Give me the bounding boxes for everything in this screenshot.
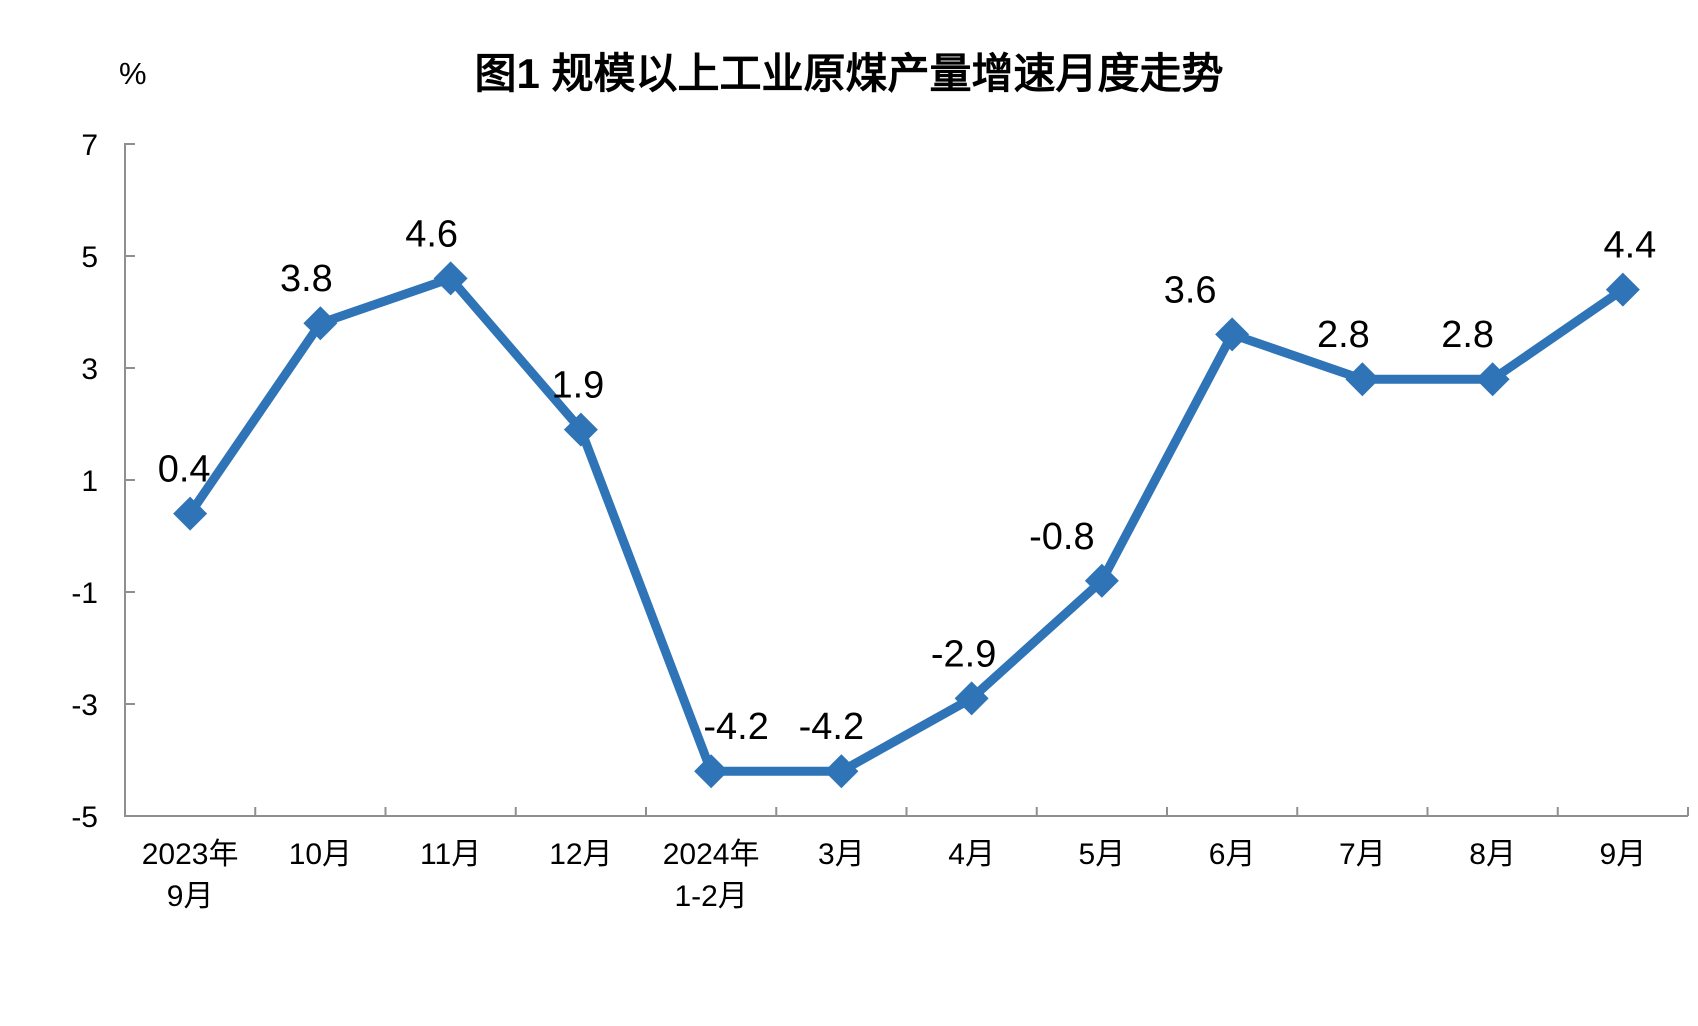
data-point-label: -0.8 <box>1029 516 1094 558</box>
data-point-marker <box>694 754 729 789</box>
y-tick-label: -3 <box>71 689 98 722</box>
data-point-marker <box>173 496 208 531</box>
data-point-label: 3.8 <box>280 258 333 300</box>
data-point-label: 1.9 <box>551 365 604 407</box>
x-tick-label: 2023年 <box>142 838 239 871</box>
x-tick-label: 5月 <box>1079 838 1126 871</box>
data-point-marker <box>1345 362 1380 397</box>
x-tick-label: 3月 <box>818 838 865 871</box>
y-tick-label: 3 <box>81 353 98 386</box>
x-tick-label: 2024年 <box>663 838 760 871</box>
data-point-marker <box>1084 563 1119 598</box>
data-point-label: 4.4 <box>1603 225 1656 267</box>
x-tick-label: 9月 <box>1600 838 1647 871</box>
data-point-marker <box>1605 272 1640 307</box>
x-tick-label: 1-2月 <box>674 880 747 913</box>
data-line <box>185 273 1628 776</box>
x-tick-label: 11月 <box>420 838 481 871</box>
data-point-marker <box>1215 317 1250 352</box>
data-point-marker <box>563 412 598 447</box>
x-tick-label: 10月 <box>289 838 352 871</box>
x-tick-label: 7月 <box>1339 838 1386 871</box>
x-tick-label: 4月 <box>948 838 995 871</box>
data-point-label: 2.8 <box>1317 314 1370 356</box>
data-point-label: -4.2 <box>799 706 864 748</box>
x-tick-label: 12月 <box>549 838 612 871</box>
data-point-marker <box>303 306 338 341</box>
y-tick-label: 5 <box>81 241 98 274</box>
data-point-label: 4.6 <box>405 213 458 255</box>
data-point-label: 2.8 <box>1441 314 1494 356</box>
x-tick-label: 9月 <box>167 880 214 913</box>
x-tick-label: 6月 <box>1209 838 1256 871</box>
data-point-label: 3.6 <box>1164 269 1217 311</box>
data-point-label: 0.4 <box>158 449 211 491</box>
y-tick-label: 7 <box>81 129 98 162</box>
y-tick-label: -5 <box>71 801 98 834</box>
x-tick-label: 8月 <box>1469 838 1516 871</box>
data-point-marker <box>824 754 859 789</box>
y-axis-unit-label: % <box>119 56 147 91</box>
data-point-marker <box>433 261 468 296</box>
data-point-marker <box>954 681 989 716</box>
data-point-marker <box>1475 362 1510 397</box>
data-point-label: -4.2 <box>703 706 768 748</box>
y-tick-label: 1 <box>81 465 98 498</box>
data-point-label: -2.9 <box>931 633 996 675</box>
y-tick-label: -1 <box>71 577 98 610</box>
chart-title: 图1 规模以上工业原煤产量增速月度走势 <box>474 50 1224 97</box>
